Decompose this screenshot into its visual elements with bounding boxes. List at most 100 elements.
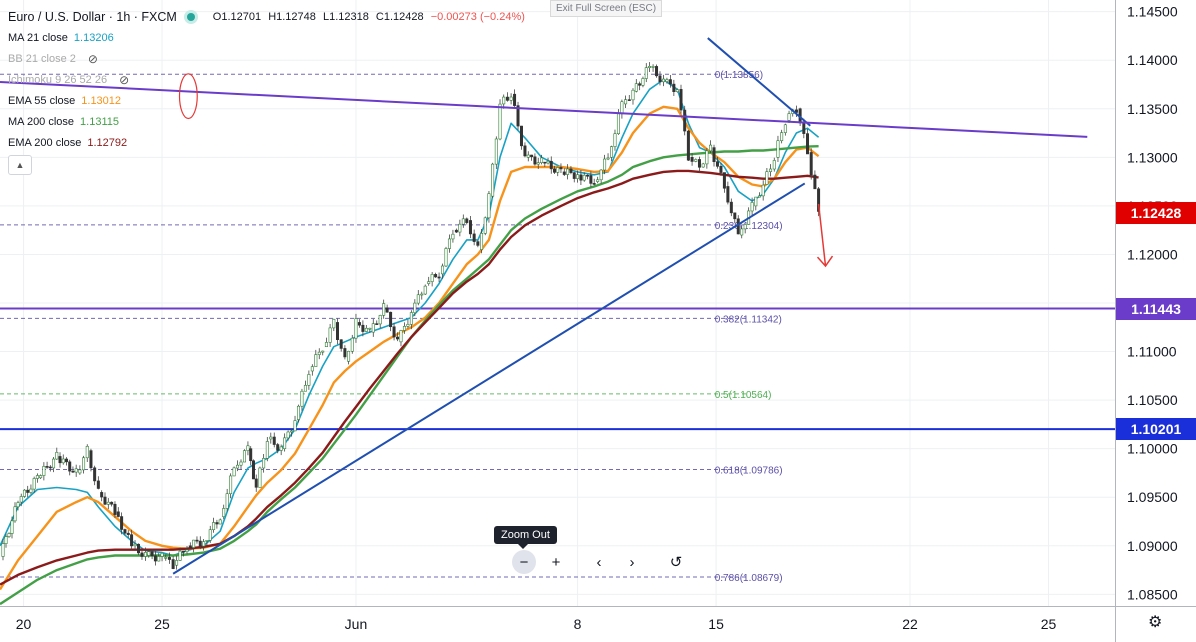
candle-body bbox=[202, 541, 206, 547]
candle-body bbox=[93, 467, 97, 482]
candle-body bbox=[106, 501, 110, 505]
indicator-label: EMA 55 close bbox=[8, 94, 76, 107]
candle-body bbox=[566, 168, 570, 175]
candle-body bbox=[613, 133, 617, 147]
candle-body bbox=[218, 519, 222, 525]
candle-body bbox=[303, 385, 307, 392]
candle-body bbox=[4, 536, 8, 544]
candle-body bbox=[382, 303, 386, 316]
y-tick-label: 1.14000 bbox=[1127, 52, 1178, 68]
close-value: C1.12428 bbox=[375, 10, 424, 23]
fib-level-label: 0(1.13856) bbox=[715, 70, 763, 81]
candle-body bbox=[589, 175, 593, 184]
candle-body bbox=[813, 174, 817, 190]
candle-body bbox=[806, 133, 810, 155]
candle-body bbox=[661, 78, 665, 83]
x-tick-label: 22 bbox=[902, 616, 918, 632]
highlight-ellipse bbox=[178, 73, 198, 120]
zoom-in-button[interactable]: + bbox=[544, 550, 568, 574]
scroll-right-button[interactable]: › bbox=[620, 550, 644, 574]
candle-body bbox=[743, 224, 747, 230]
candle-body bbox=[242, 450, 246, 463]
candle-body bbox=[153, 555, 157, 562]
candle-body bbox=[476, 241, 480, 246]
y-tick-label: 1.09000 bbox=[1127, 538, 1178, 554]
candle-body bbox=[336, 322, 340, 340]
candle-body bbox=[556, 167, 560, 173]
annotations bbox=[178, 73, 834, 268]
candle-body bbox=[55, 452, 59, 460]
open-value: O1.12701 bbox=[212, 10, 262, 23]
y-tick-label: 1.11000 bbox=[1127, 344, 1177, 360]
candle-body bbox=[126, 532, 130, 535]
candle-body bbox=[505, 96, 509, 101]
candle-body bbox=[516, 105, 520, 127]
candle-body bbox=[364, 327, 368, 332]
candle-body bbox=[413, 302, 417, 314]
candle-body bbox=[164, 557, 168, 559]
candle-body bbox=[451, 233, 455, 240]
reset-chart-button[interactable]: ↺ bbox=[664, 550, 688, 574]
candle-body bbox=[368, 327, 372, 330]
x-tick-label: Jun bbox=[345, 616, 368, 632]
exit-fullscreen-button[interactable]: Exit Full Screen (ESC) bbox=[550, 0, 663, 17]
x-tick-label: 25 bbox=[154, 616, 170, 632]
zoom-out-button[interactable]: − bbox=[512, 550, 536, 574]
indicator-row[interactable]: EMA 200 close 1.12792 bbox=[8, 132, 529, 153]
symbol-title[interactable]: Euro / U.S. Dollar · 1h · FXCM bbox=[8, 9, 177, 24]
candle-body bbox=[113, 503, 117, 515]
candle-body bbox=[458, 223, 462, 233]
indicator-row[interactable]: Ichimoku 9 26 52 26 ⊘ bbox=[8, 69, 529, 90]
low-value: L1.12318 bbox=[322, 10, 369, 23]
candle-body bbox=[175, 560, 179, 566]
candle-body bbox=[150, 551, 154, 557]
price-series bbox=[1, 62, 821, 570]
candle-body bbox=[712, 147, 716, 162]
indicator-row[interactable]: EMA 55 close 1.13012 bbox=[8, 90, 529, 111]
y-tick-label: 1.14500 bbox=[1127, 4, 1178, 20]
candle-body bbox=[332, 318, 336, 329]
eye-off-icon[interactable]: ⊘ bbox=[87, 51, 98, 66]
candle-body bbox=[239, 461, 243, 466]
candle-body bbox=[130, 534, 134, 547]
high-value: H1.12748 bbox=[268, 10, 316, 23]
candle-body bbox=[96, 480, 100, 489]
candle-body bbox=[324, 342, 328, 348]
candle-body bbox=[22, 489, 26, 497]
candle-body bbox=[167, 557, 171, 560]
candle-body bbox=[582, 174, 586, 181]
candle-body bbox=[68, 461, 72, 472]
candle-body bbox=[246, 445, 250, 451]
x-tick-label: 20 bbox=[16, 616, 32, 632]
candle-body bbox=[251, 460, 255, 480]
market-status-icon bbox=[186, 12, 195, 21]
candle-body bbox=[569, 168, 573, 173]
scroll-left-button[interactable]: ‹ bbox=[587, 550, 611, 574]
candle-body bbox=[465, 218, 469, 223]
candle-body bbox=[222, 508, 226, 517]
candle-body bbox=[423, 285, 427, 295]
chevron-up-icon[interactable]: ▲ bbox=[8, 155, 32, 175]
candle-body bbox=[32, 478, 36, 490]
candle-body bbox=[610, 146, 614, 158]
indicator-row[interactable]: BB 21 close 2 ⊘ bbox=[8, 48, 529, 69]
trendline bbox=[0, 80, 1088, 138]
candle-body bbox=[502, 96, 506, 105]
candle-body bbox=[296, 405, 300, 420]
eye-off-icon[interactable]: ⊘ bbox=[119, 72, 130, 87]
candle-body bbox=[562, 171, 566, 175]
candle-body bbox=[655, 66, 659, 77]
candle-body bbox=[536, 162, 540, 165]
indicator-row[interactable]: MA 200 close 1.13115 bbox=[8, 111, 529, 132]
candle-body bbox=[229, 475, 233, 495]
candle-body bbox=[195, 539, 199, 542]
candle-body bbox=[328, 327, 332, 343]
chart-legend: Euro / U.S. Dollar · 1h · FXCM O1.12701 … bbox=[8, 6, 529, 175]
indicator-row[interactable]: MA 21 close 1.13206 bbox=[8, 27, 529, 48]
candle-body bbox=[491, 163, 495, 197]
candle-body bbox=[286, 431, 290, 439]
gear-icon[interactable]: ⚙ bbox=[1148, 614, 1163, 631]
candle-body bbox=[78, 469, 82, 474]
